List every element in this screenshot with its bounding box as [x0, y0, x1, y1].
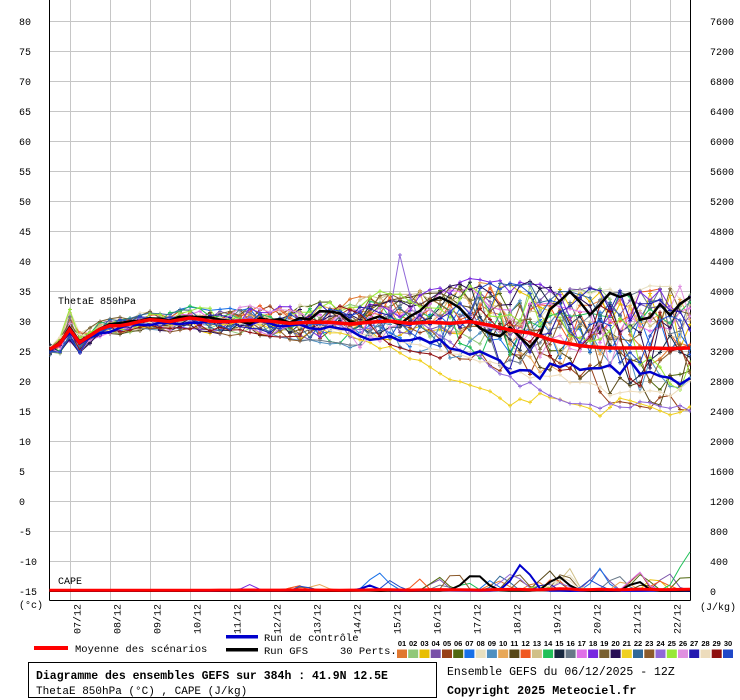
svg-text:17/12: 17/12 — [473, 604, 485, 634]
svg-text:6400: 6400 — [710, 108, 734, 119]
svg-text:30 Perts.: 30 Perts. — [340, 646, 397, 658]
svg-text:22: 22 — [634, 639, 642, 648]
svg-text:18: 18 — [589, 639, 597, 648]
svg-text:19/12: 19/12 — [553, 604, 565, 634]
svg-text:75: 75 — [19, 48, 31, 59]
svg-text:15: 15 — [555, 639, 563, 648]
svg-text:09/12: 09/12 — [153, 604, 165, 634]
svg-text:20: 20 — [611, 639, 619, 648]
svg-text:-15: -15 — [19, 588, 37, 599]
svg-text:25: 25 — [668, 639, 676, 648]
svg-text:12/12: 12/12 — [273, 604, 285, 634]
svg-text:25: 25 — [19, 348, 31, 359]
svg-text:12: 12 — [521, 639, 529, 648]
svg-text:09: 09 — [488, 639, 496, 648]
svg-text:23: 23 — [645, 639, 653, 648]
svg-text:29: 29 — [713, 639, 721, 648]
svg-text:6800: 6800 — [710, 78, 734, 89]
svg-text:22/12: 22/12 — [673, 604, 685, 634]
svg-text:800: 800 — [710, 528, 728, 539]
svg-text:26: 26 — [679, 639, 687, 648]
svg-text:15/12: 15/12 — [393, 604, 405, 634]
svg-text:Run de contrôle: Run de contrôle — [264, 633, 359, 645]
svg-text:10: 10 — [499, 639, 507, 648]
svg-text:0: 0 — [19, 498, 25, 509]
svg-text:7200: 7200 — [710, 48, 734, 59]
svg-text:11: 11 — [510, 639, 518, 648]
svg-text:2400: 2400 — [710, 408, 734, 419]
svg-text:21: 21 — [623, 639, 631, 648]
svg-text:07: 07 — [465, 639, 473, 648]
svg-text:14/12: 14/12 — [353, 604, 365, 634]
svg-text:7600: 7600 — [710, 18, 734, 29]
svg-text:65: 65 — [19, 108, 31, 119]
svg-text:15: 15 — [19, 408, 31, 419]
svg-text:11/12: 11/12 — [233, 604, 245, 634]
svg-text:30: 30 — [724, 639, 732, 648]
svg-text:4400: 4400 — [710, 258, 734, 269]
svg-text:CAPE: CAPE — [58, 577, 82, 588]
svg-text:Copyright 2025 Meteociel.fr: Copyright 2025 Meteociel.fr — [447, 684, 636, 698]
svg-text:02: 02 — [409, 639, 417, 648]
svg-text:60: 60 — [19, 138, 31, 149]
svg-text:Run GFS: Run GFS — [264, 646, 308, 658]
svg-text:08/12: 08/12 — [113, 604, 125, 634]
svg-text:28: 28 — [701, 639, 709, 648]
svg-text:30: 30 — [19, 318, 31, 329]
svg-text:21/12: 21/12 — [633, 604, 645, 634]
svg-text:1200: 1200 — [710, 498, 734, 509]
svg-text:45: 45 — [19, 228, 31, 239]
svg-text:5200: 5200 — [710, 198, 734, 209]
svg-text:5: 5 — [19, 468, 25, 479]
svg-text:07/12: 07/12 — [73, 604, 85, 634]
svg-text:Moyenne des scénarios: Moyenne des scénarios — [75, 644, 207, 656]
svg-text:10: 10 — [19, 438, 31, 449]
svg-text:(J/kg): (J/kg) — [700, 602, 736, 614]
svg-text:400: 400 — [710, 558, 728, 569]
svg-text:10/12: 10/12 — [193, 604, 205, 634]
svg-text:1600: 1600 — [710, 468, 734, 479]
svg-text:2000: 2000 — [710, 438, 734, 449]
svg-text:4800: 4800 — [710, 228, 734, 239]
svg-text:13/12: 13/12 — [313, 604, 325, 634]
svg-text:2800: 2800 — [710, 378, 734, 389]
svg-text:-10: -10 — [19, 558, 37, 569]
svg-text:20/12: 20/12 — [593, 604, 605, 634]
svg-text:0: 0 — [710, 588, 716, 599]
svg-text:3600: 3600 — [710, 318, 734, 329]
svg-text:50: 50 — [19, 198, 31, 209]
svg-text:06: 06 — [454, 639, 462, 648]
svg-text:4000: 4000 — [710, 288, 734, 299]
svg-text:35: 35 — [19, 288, 31, 299]
svg-text:03: 03 — [420, 639, 428, 648]
svg-text:Diagramme des ensembles GEFS s: Diagramme des ensembles GEFS sur 384h : … — [36, 670, 388, 683]
svg-text:27: 27 — [690, 639, 698, 648]
svg-text:04: 04 — [432, 639, 441, 648]
svg-text:ThetaE 850hPa: ThetaE 850hPa — [58, 296, 136, 308]
svg-text:80: 80 — [19, 18, 31, 29]
svg-text:19: 19 — [600, 639, 608, 648]
svg-text:08: 08 — [477, 639, 485, 648]
svg-text:70: 70 — [19, 78, 31, 89]
svg-text:(°c): (°c) — [19, 600, 43, 612]
svg-text:5600: 5600 — [710, 168, 734, 179]
svg-text:13: 13 — [533, 639, 541, 648]
svg-text:01: 01 — [398, 639, 406, 648]
svg-text:40: 40 — [19, 258, 31, 269]
svg-text:24: 24 — [656, 639, 665, 648]
svg-text:ThetaE 850hPa (°C) , CAPE (J/k: ThetaE 850hPa (°C) , CAPE (J/kg) — [36, 686, 247, 698]
svg-text:3200: 3200 — [710, 348, 734, 359]
svg-text:20: 20 — [19, 378, 31, 389]
svg-text:17: 17 — [578, 639, 586, 648]
svg-text:55: 55 — [19, 168, 31, 179]
svg-text:05: 05 — [443, 639, 451, 648]
svg-text:Ensemble GEFS du 06/12/2025 -: Ensemble GEFS du 06/12/2025 - 12Z — [447, 666, 675, 679]
svg-text:18/12: 18/12 — [513, 604, 525, 634]
svg-text:16/12: 16/12 — [433, 604, 445, 634]
svg-text:-5: -5 — [19, 528, 31, 539]
svg-text:16: 16 — [566, 639, 574, 648]
svg-text:14: 14 — [544, 639, 553, 648]
svg-text:6000: 6000 — [710, 138, 734, 149]
